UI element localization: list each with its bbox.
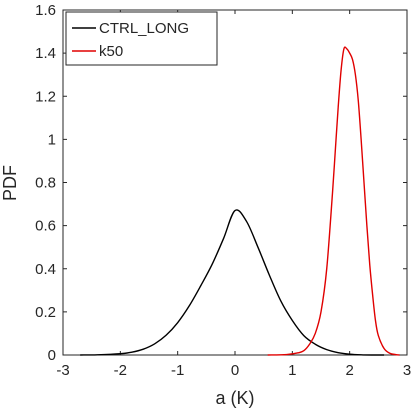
series-line-ctrl-long xyxy=(80,209,385,356)
x-axis-ticks: -3 -2 -1 0 1 2 3 xyxy=(56,10,411,379)
y-tick-label: 1.4 xyxy=(35,45,56,62)
y-tick-label: 0.6 xyxy=(35,218,56,235)
y-tick-label: 0.4 xyxy=(35,261,56,278)
legend-label-k50: k50 xyxy=(99,43,123,60)
y-tick-label: 0.8 xyxy=(35,175,56,192)
x-tick-label: 1 xyxy=(288,362,296,379)
y-tick-label: 1.2 xyxy=(35,88,56,105)
y-tick-label: 0 xyxy=(48,347,56,364)
plot-area xyxy=(62,9,408,356)
y-tick-label: 1 xyxy=(48,131,56,148)
y-tick-label: 0.2 xyxy=(35,304,56,321)
legend: CTRL_LONG k50 xyxy=(65,11,218,66)
legend-label-ctrl-long: CTRL_LONG xyxy=(99,20,189,37)
y-axis-label: PDF xyxy=(0,165,20,201)
x-tick-label: 0 xyxy=(231,362,239,379)
series-layer xyxy=(80,46,400,356)
x-tick-label: -3 xyxy=(56,362,69,379)
x-axis-label: a (K) xyxy=(215,388,254,408)
x-tick-label: 2 xyxy=(345,362,353,379)
x-tick-label: 3 xyxy=(403,362,411,379)
y-axis-ticks: 0 0.2 0.4 0.6 0.8 1 1.2 1.4 1.6 xyxy=(35,2,407,364)
y-tick-label: 1.6 xyxy=(35,2,56,19)
x-tick-label: -2 xyxy=(114,362,127,379)
series-line-k50 xyxy=(267,46,400,356)
x-tick-label: -1 xyxy=(171,362,184,379)
legend-box xyxy=(65,11,218,66)
